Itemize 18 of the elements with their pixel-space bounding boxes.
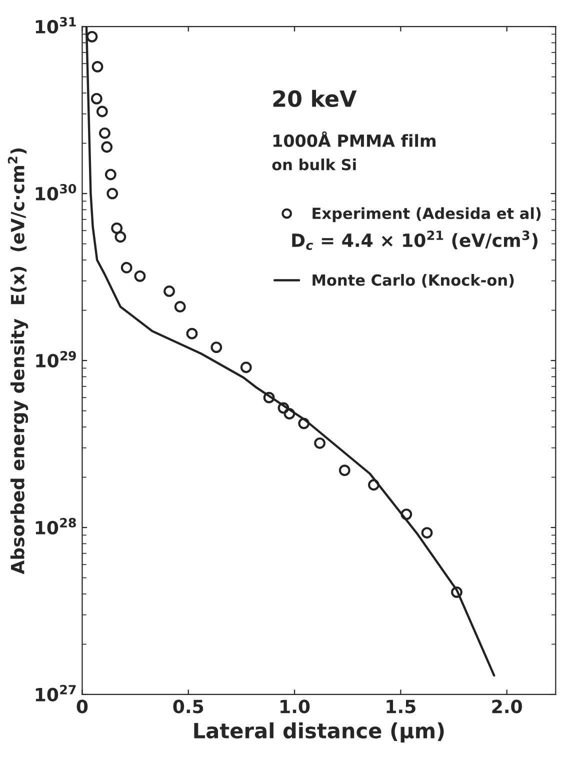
y-axis-title: Absorbed energy density E(x) (eV/c·cm$^{2}$)	[8, 148, 28, 574]
y-tick-label: 10$^{30}$	[36, 184, 76, 201]
legend-label: Experiment (Adesida et al)	[312, 207, 541, 222]
legend-label: Monte Carlo (Knock-on)	[312, 274, 514, 288]
x-axis-title: Lateral distance (µm)	[194, 722, 444, 743]
annotation: D$_{c}$ = 4.4 × 10$^{21}$ (eV/cm$^{3}$)	[292, 230, 538, 250]
y-tick-label: 10$^{31}$	[36, 16, 76, 34]
x-tick-label: 1.5	[386, 700, 416, 714]
annotation: 1000Å PMMA film	[273, 131, 436, 148]
y-tick-label: 10$^{29}$	[36, 350, 76, 368]
x-tick-label: 0.5	[173, 700, 204, 714]
x-tick-label: 2.0	[492, 700, 522, 714]
annotation: 20 keV	[273, 90, 357, 108]
annotation: on bulk Si	[272, 158, 356, 170]
y-tick-label: 10$^{28}$	[36, 518, 76, 534]
x-tick-label: 0	[76, 700, 88, 714]
y-tick-label: 10$^{27}$	[36, 684, 76, 702]
x-tick-label: 1.0	[280, 700, 310, 714]
